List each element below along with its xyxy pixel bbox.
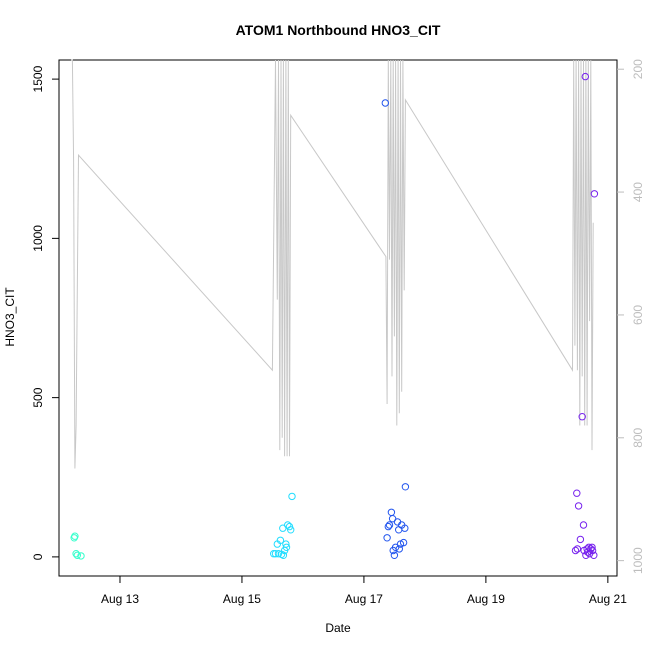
data-point-31 [395,545,403,553]
data-point-40 [574,502,583,510]
y2-tick-label-3: 800 [631,427,645,447]
y-axis-label: HNO3_CIT [3,287,17,347]
data-point-15 [282,543,291,551]
y-tick-label-2: 1000 [31,225,45,252]
data-point-52 [588,543,596,551]
y2-tick-label-2: 600 [631,305,645,325]
x-tick-label-4: Aug 21 [589,592,627,606]
x-tick-label-3: Aug 19 [467,592,505,606]
data-point-17 [285,522,294,531]
axes-layer: Aug 13 Aug 15 Aug 17 Aug 19 Aug 21 0 500 1000 15… [31,59,645,606]
data-point-39 [573,545,582,553]
data-point-45 [581,72,589,81]
data-point-8 [274,550,283,558]
data-point-51 [587,545,595,553]
line-series-layer [71,59,594,469]
data-point-35 [401,524,409,532]
data-point-38 [573,489,581,497]
data-point-4 [77,552,85,560]
y-tick-label-1: 500 [31,387,45,407]
x-tick-label-1: Aug 15 [223,592,261,606]
data-point-14 [282,540,290,548]
data-point-36 [401,483,410,491]
x-axis-label: Date [325,621,351,635]
data-point-42 [578,413,586,421]
data-point-3 [73,551,82,559]
y2-tick-label-1: 400 [631,182,645,202]
data-point-9 [276,536,285,544]
y2-tick-label-4: 1000 [631,547,645,574]
plot-frame [58,59,618,577]
y-tick-label-0: 0 [31,553,45,560]
data-point-18 [287,526,295,534]
line-series-1 [71,59,594,469]
data-point-21 [383,534,391,542]
data-point-54 [590,551,598,559]
data-point-30 [395,526,403,534]
data-point-23 [385,521,394,529]
data-point-55 [590,190,599,198]
x-tick-label-0: Aug 13 [101,592,139,606]
data-point-16 [284,521,292,529]
data-point-43 [579,521,588,529]
data-point-22 [384,522,392,531]
x-tick-label-2: Aug 17 [345,592,383,606]
data-point-41 [576,535,585,544]
data-point-27 [390,551,399,559]
chart-title: ATOM1 Northbound HNO3_CIT [236,22,441,38]
data-point-37 [571,546,580,555]
data-point-34 [399,538,408,547]
data-point-53 [588,546,597,555]
data-point-24 [387,508,396,516]
y2-tick-label-0: 200 [631,59,645,79]
data-point-12 [279,551,288,559]
data-point-19 [288,492,296,501]
y-tick-label-3: 1500 [31,65,45,92]
data-point-1 [71,532,79,540]
point-series-layer [70,72,599,560]
data-point-20 [381,99,389,107]
data-point-2 [72,550,80,558]
